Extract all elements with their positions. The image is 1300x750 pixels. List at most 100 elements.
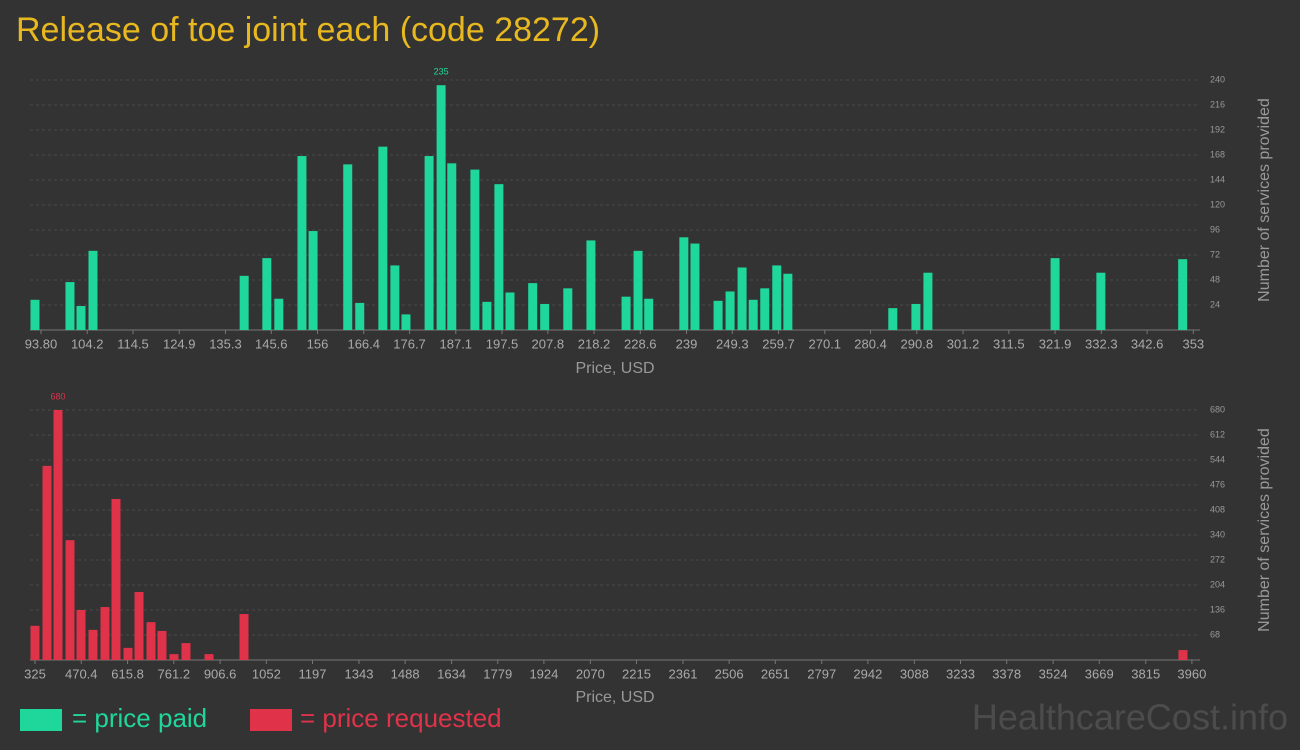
bar <box>1096 272 1106 330</box>
bar <box>783 273 793 330</box>
x-tick-label: 2070 <box>576 666 605 681</box>
watermark: HealthcareCost.info <box>972 697 1288 738</box>
bar <box>633 250 643 330</box>
bar <box>494 184 504 330</box>
y-tick-label: 340 <box>1210 529 1225 539</box>
bar <box>690 243 700 330</box>
bar <box>169 654 179 660</box>
x-tick-label: 3233 <box>946 666 975 681</box>
y-tick-label: 136 <box>1210 604 1225 614</box>
bar <box>308 231 318 330</box>
bar <box>644 298 654 330</box>
y-tick-label: 408 <box>1210 504 1225 514</box>
bar <box>1178 650 1188 660</box>
bar <box>772 265 782 330</box>
x-tick-label: 342.6 <box>1131 336 1164 351</box>
bar <box>436 85 446 330</box>
bar <box>505 292 515 330</box>
bar <box>528 283 538 330</box>
x-tick-label: 1197 <box>299 666 327 681</box>
x-tick-label: 1343 <box>345 666 374 681</box>
y-tick-label: 48 <box>1210 274 1220 284</box>
x-tick-label: 2215 <box>622 666 651 681</box>
x-tick-label: 249.3 <box>716 336 749 351</box>
data-label: 680 <box>50 391 65 401</box>
x-tick-label: 3669 <box>1085 666 1114 681</box>
bar <box>88 629 98 660</box>
y-tick-label: 144 <box>1210 174 1225 184</box>
x-tick-label: 470.4 <box>65 666 98 681</box>
x-tick-label: 187.1 <box>440 336 473 351</box>
bar <box>239 275 249 330</box>
x-tick-label: 1779 <box>483 666 512 681</box>
x-tick-label: 93.80 <box>25 336 58 351</box>
bar <box>297 156 307 330</box>
x-tick-label: 2506 <box>715 666 744 681</box>
y-tick-label: 544 <box>1210 454 1225 464</box>
x-tick-label: 239 <box>676 336 698 351</box>
x-tick-label: 2361 <box>669 666 698 681</box>
bar <box>343 164 353 330</box>
bar <box>88 250 98 330</box>
x-tick-label: 218.2 <box>578 336 611 351</box>
bar <box>470 169 480 330</box>
x-tick-label: 321.9 <box>1039 336 1072 351</box>
bar <box>123 647 133 660</box>
y-tick-label: 216 <box>1210 99 1225 109</box>
bar <box>239 614 249 660</box>
x-tick-label: 145.6 <box>255 336 288 351</box>
x-tick-label: 2797 <box>807 666 836 681</box>
y-axis-label: Number of services provided <box>1256 98 1273 302</box>
bar <box>424 156 434 330</box>
x-tick-label: 280.4 <box>854 336 887 351</box>
x-tick-label: 156 <box>307 336 329 351</box>
bar <box>390 265 400 330</box>
bar <box>53 410 63 660</box>
bar <box>65 540 75 660</box>
x-tick-label: 228.6 <box>624 336 657 351</box>
x-axis-label: Price, USD <box>575 360 654 377</box>
bar <box>713 300 723 330</box>
x-tick-label: 114.5 <box>117 336 149 351</box>
x-tick-label: 3378 <box>992 666 1021 681</box>
x-tick-label: 3960 <box>1177 666 1206 681</box>
y-tick-label: 476 <box>1210 479 1225 489</box>
bar <box>134 591 144 660</box>
legend-swatch <box>250 709 292 731</box>
bar <box>748 299 758 330</box>
bar <box>540 303 550 330</box>
x-tick-label: 906.6 <box>204 666 237 681</box>
y-tick-label: 680 <box>1210 404 1225 414</box>
bar <box>621 296 631 330</box>
bar <box>725 291 735 330</box>
bar <box>181 643 191 660</box>
bar <box>42 465 52 660</box>
bar <box>923 272 933 330</box>
bar <box>482 301 492 330</box>
x-axis-label: Price, USD <box>575 689 654 706</box>
bar <box>146 622 156 660</box>
bar <box>401 314 411 330</box>
bar <box>262 258 272 330</box>
x-tick-label: 166.4 <box>347 336 380 351</box>
y-tick-label: 192 <box>1210 124 1225 134</box>
bar <box>563 288 573 330</box>
legend-label: = price requested <box>300 703 502 733</box>
y-tick-label: 272 <box>1210 554 1225 564</box>
bar <box>100 607 110 660</box>
bar <box>888 308 898 330</box>
x-tick-label: 270.1 <box>809 336 842 351</box>
bar <box>204 654 214 660</box>
bar <box>679 237 689 330</box>
x-tick-label: 197.5 <box>486 336 519 351</box>
y-tick-label: 120 <box>1210 199 1225 209</box>
y-tick-label: 612 <box>1210 429 1225 439</box>
y-tick-label: 204 <box>1210 579 1225 589</box>
bar <box>157 630 167 660</box>
x-tick-label: 3088 <box>900 666 929 681</box>
legend-swatch <box>20 709 62 731</box>
x-tick-label: 353 <box>1182 336 1204 351</box>
x-tick-label: 124.9 <box>163 336 196 351</box>
x-tick-label: 1924 <box>529 666 558 681</box>
